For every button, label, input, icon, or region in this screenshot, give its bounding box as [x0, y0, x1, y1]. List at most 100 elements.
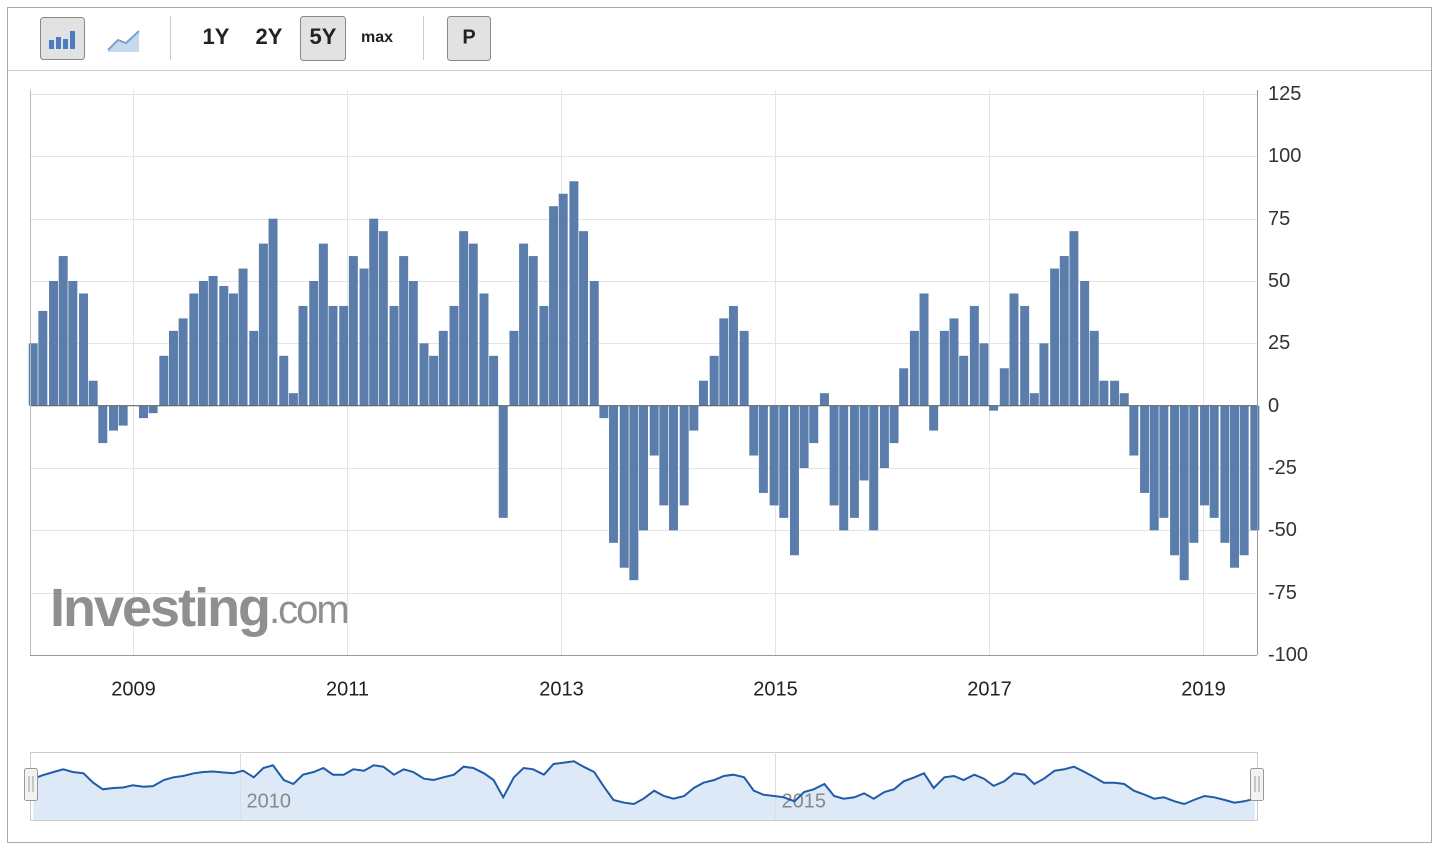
bar: [208, 276, 218, 406]
bar: [189, 293, 199, 406]
bar: [429, 355, 439, 406]
bar: [238, 268, 248, 406]
bar: [579, 231, 589, 406]
bar: [819, 393, 829, 406]
navigator-handle-left[interactable]: [24, 768, 38, 801]
bar: [989, 405, 999, 411]
bar: [1029, 393, 1039, 406]
bar: [698, 380, 708, 406]
bar: [558, 193, 568, 406]
bar: [479, 293, 489, 406]
bar: [859, 405, 869, 481]
navigator-label: 2010: [247, 790, 292, 812]
bar-chart-button[interactable]: [40, 17, 85, 60]
y-tick-label: 75: [1268, 208, 1290, 230]
bar: [599, 405, 609, 419]
range-button[interactable]: 2Y: [256, 24, 283, 49]
bar: [999, 368, 1009, 406]
bar: [68, 281, 78, 406]
bar: [399, 256, 409, 406]
navigator-handle-right[interactable]: [1250, 768, 1264, 801]
bar: [58, 256, 68, 406]
bar: [489, 355, 499, 406]
bar: [1250, 405, 1260, 531]
bar: [339, 305, 349, 406]
navigator-line: [32, 760, 1256, 806]
bar: [549, 206, 559, 406]
bar: [1069, 231, 1079, 406]
bar: [49, 281, 59, 406]
p-button[interactable]: P: [447, 16, 491, 61]
bar: [1050, 268, 1060, 406]
handle: [1250, 768, 1264, 801]
range-button[interactable]: 1Y: [203, 24, 230, 49]
y-tick-label: 50: [1268, 270, 1290, 292]
x-tick-label: 2019: [1181, 678, 1226, 700]
range-label: 5Y: [310, 24, 337, 49]
bar: [369, 218, 379, 406]
bar: [498, 405, 508, 518]
bar: [709, 355, 719, 406]
bar: [1239, 405, 1249, 556]
bar: [408, 281, 418, 406]
y-tick-label: -25: [1268, 457, 1297, 479]
bar: [719, 318, 729, 406]
bar: [659, 405, 669, 506]
bar: [969, 305, 979, 406]
x-tick-label: 2009: [111, 678, 156, 700]
bar: [789, 405, 799, 556]
bar: [979, 343, 989, 406]
bar: [38, 310, 48, 406]
bar: [468, 243, 478, 406]
y-tick-label: -100: [1268, 644, 1308, 666]
range-button[interactable]: 5Y: [300, 16, 346, 61]
range-button[interactable]: max: [361, 29, 393, 46]
bar: [1009, 293, 1019, 406]
bar: [929, 405, 939, 431]
bar: [139, 405, 148, 419]
bar: [1209, 405, 1219, 518]
bar: [728, 305, 738, 406]
bar: [909, 330, 919, 406]
range-label: 1Y: [203, 24, 230, 49]
handle: [24, 768, 38, 801]
bar: [739, 330, 749, 406]
bar: [1020, 305, 1030, 406]
bar: [1140, 405, 1150, 493]
y-tick-label: -75: [1268, 582, 1297, 604]
bar: [679, 405, 689, 506]
bar: [228, 293, 238, 406]
bar: [889, 405, 899, 444]
bar: [949, 318, 959, 406]
bar: [1179, 405, 1189, 581]
bar: [1230, 405, 1240, 568]
bar: [148, 405, 158, 414]
bar: [1059, 256, 1069, 406]
bar: [359, 268, 369, 406]
navigator-label: 2015: [782, 790, 827, 812]
bar: [318, 243, 328, 406]
y-tick-label: 100: [1268, 145, 1301, 167]
y-tick-label: 125: [1268, 83, 1301, 105]
bar: [288, 393, 298, 406]
bar: [159, 355, 169, 406]
bar: [569, 181, 579, 406]
bar: [879, 405, 889, 468]
bar: [268, 218, 278, 406]
bar: [1080, 281, 1090, 406]
bar: [809, 405, 819, 444]
bar: [959, 355, 969, 406]
bar: [539, 305, 549, 406]
bar: [348, 256, 358, 406]
bar: [1149, 405, 1159, 531]
bar: [629, 405, 639, 581]
bar: [749, 405, 759, 456]
line-chart-button[interactable]: [107, 30, 140, 52]
bar: [849, 405, 859, 518]
bar: [389, 305, 399, 406]
bar: [1119, 393, 1129, 406]
x-tick-label: 2015: [753, 678, 798, 700]
bar: [449, 305, 459, 406]
bar: [1220, 405, 1230, 543]
